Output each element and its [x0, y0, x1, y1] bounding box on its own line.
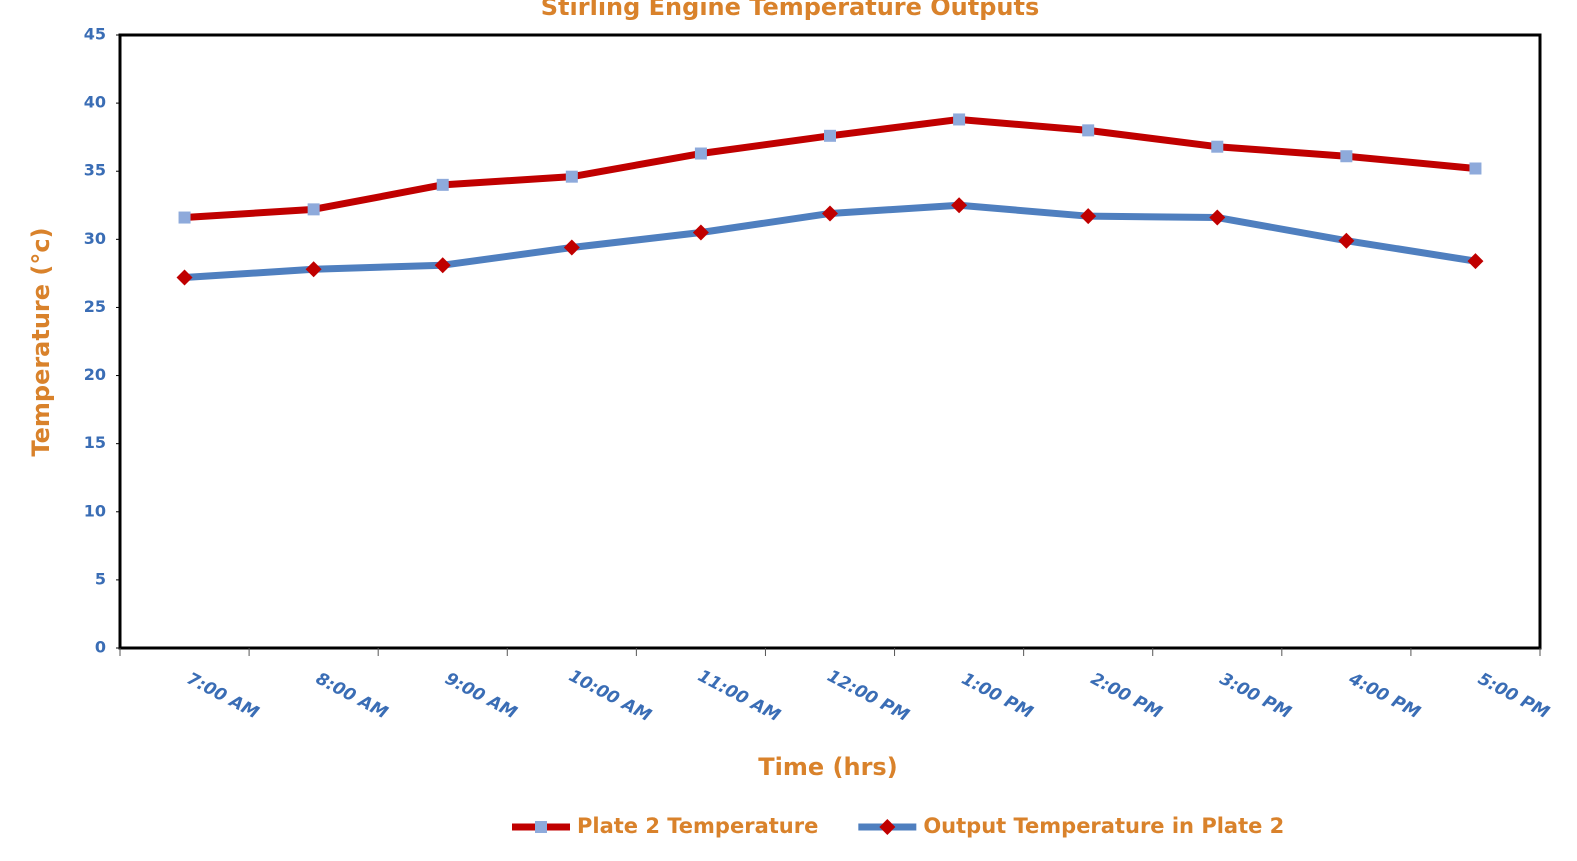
x-tick-label: 1:00 PM — [958, 669, 1036, 723]
point — [1209, 209, 1226, 226]
legend-marker — [535, 821, 547, 833]
x-tick-label: 8:00 AM — [312, 669, 391, 723]
point — [1338, 232, 1355, 249]
x-tick-label: 2:00 PM — [1087, 669, 1165, 723]
point — [1211, 140, 1224, 153]
x-tick-label: 11:00 AM — [694, 666, 783, 726]
y-tick-label: 20 — [84, 365, 106, 384]
point — [1469, 162, 1482, 175]
y-tick-label: 15 — [84, 433, 106, 452]
y-tick-label: 40 — [84, 93, 106, 112]
point — [307, 203, 320, 216]
point — [824, 129, 836, 142]
point — [563, 239, 580, 256]
y-axis-label: Temperature (°c) — [27, 227, 55, 456]
point — [822, 205, 838, 222]
x-tick-label: 5:00 PM — [1475, 669, 1553, 723]
x-axis-label: Time (hrs) — [758, 753, 897, 781]
y-tick-label: 25 — [84, 297, 106, 316]
y-tick-label: 0 — [95, 638, 106, 657]
chart-title: Stirling Engine Temperature Outputs — [541, 0, 1039, 21]
point — [178, 211, 191, 224]
point — [1467, 253, 1484, 270]
point — [176, 269, 193, 286]
point — [694, 147, 707, 160]
point — [953, 113, 966, 126]
legend-label: Output Temperature in Plate 2 — [923, 814, 1284, 838]
y-tick-label: 45 — [84, 25, 106, 44]
y-tick-label: 10 — [84, 501, 106, 520]
plot-frame — [118, 33, 1542, 650]
x-tick-label: 9:00 AM — [441, 669, 520, 723]
point — [1340, 150, 1353, 163]
x-tick-label: 3:00 PM — [1216, 669, 1294, 723]
x-tick-label: 10:00 AM — [565, 666, 654, 726]
point — [565, 170, 578, 183]
point — [692, 224, 709, 241]
x-tick-label: 4:00 PM — [1345, 668, 1424, 723]
point — [951, 197, 968, 214]
y-tick-label: 30 — [84, 229, 106, 248]
point — [1080, 208, 1097, 225]
point — [434, 257, 451, 274]
legend-marker — [879, 819, 896, 835]
point — [436, 178, 449, 191]
legend-label: Plate 2 Temperature — [577, 814, 818, 838]
point — [305, 261, 322, 278]
x-tick-label: 7:00 AM — [183, 669, 262, 723]
point — [1082, 124, 1095, 137]
y-tick-label: 35 — [84, 161, 106, 180]
x-tick-label: 12:00 PM — [824, 666, 912, 726]
y-tick-label: 5 — [95, 569, 106, 588]
